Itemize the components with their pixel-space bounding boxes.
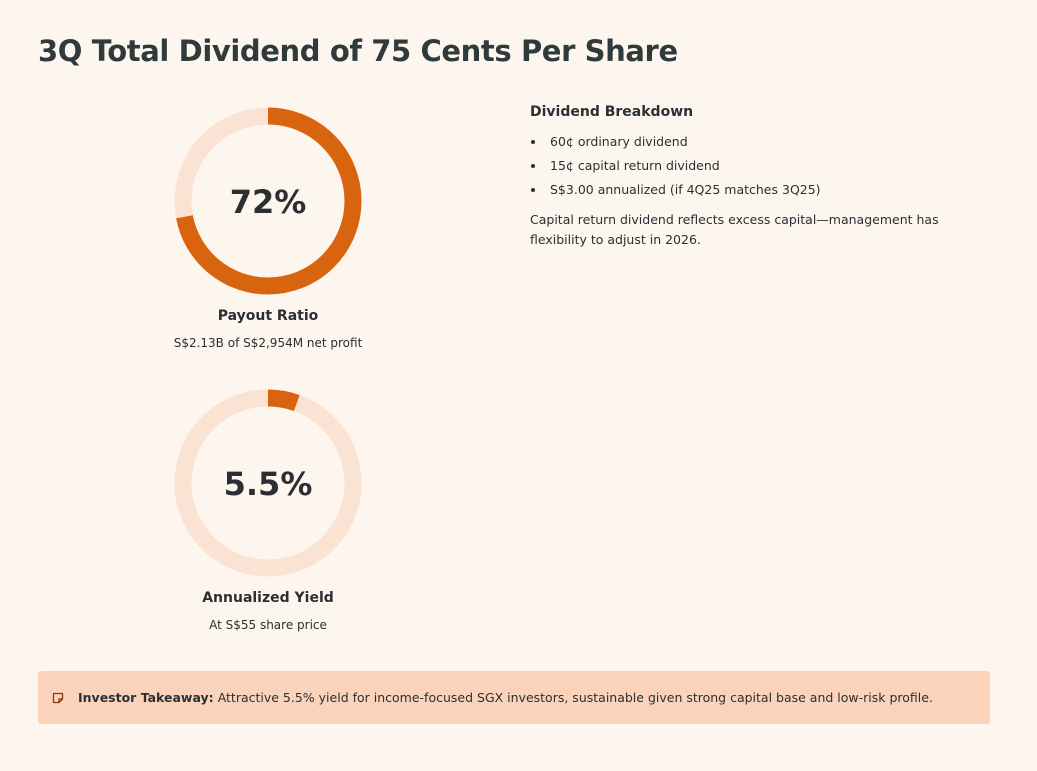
payout-ratio-value: 72% [230, 183, 307, 221]
annualized-yield-arc [174, 389, 362, 577]
payout-ratio-gauge: 72% Payout Ratio S$2.13B of S$2,954M net… [168, 106, 368, 350]
annualized-yield-subtitle: At S$55 share price [209, 618, 327, 632]
annualized-yield-chart: 5.5% [174, 389, 362, 577]
takeaway-label: Investor Takeaway: [78, 690, 214, 705]
payout-ratio-subtitle: S$2.13B of S$2,954M net profit [173, 336, 363, 350]
annualized-yield-label: Annualized Yield [202, 590, 334, 606]
investor-takeaway-callout: Investor Takeaway: Attractive 5.5% yield… [38, 671, 990, 724]
payout-ratio-label: Payout Ratio [217, 308, 319, 324]
payout-ratio-chart: 72% [174, 107, 362, 295]
note-icon [52, 692, 64, 704]
takeaway-text: Attractive 5.5% yield for income-focused… [217, 690, 933, 705]
list-item: 60¢ ordinary dividend [530, 134, 990, 150]
breakdown-list: 60¢ ordinary dividend 15¢ capital return… [530, 134, 990, 198]
page-title: 3Q Total Dividend of 75 Cents Per Share [38, 34, 678, 68]
list-item: S$3.00 annualized (if 4Q25 matches 3Q25) [530, 182, 990, 198]
dividend-breakdown: Dividend Breakdown 60¢ ordinary dividend… [530, 104, 990, 250]
annualized-yield-value: 5.5% [224, 465, 313, 503]
breakdown-note: Capital return dividend reflects excess … [530, 212, 939, 247]
payout-ratio-arc [174, 107, 362, 295]
breakdown-heading: Dividend Breakdown [530, 104, 694, 120]
list-item: 15¢ capital return dividend [530, 158, 990, 174]
annualized-yield-gauge: 5.5% Annualized Yield At S$55 share pric… [168, 388, 368, 632]
